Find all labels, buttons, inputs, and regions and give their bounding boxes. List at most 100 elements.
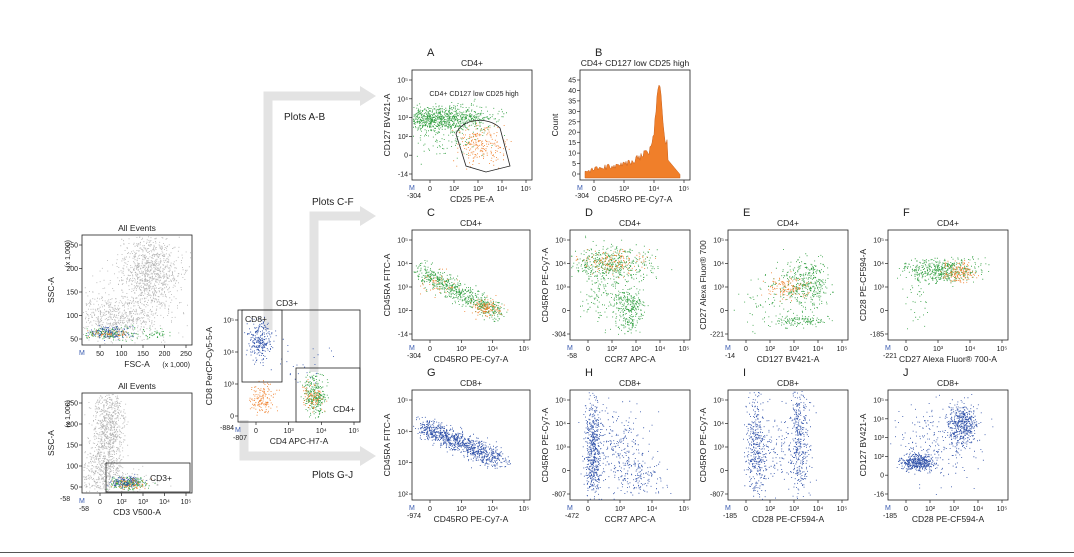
- event-dots: [83, 288, 172, 344]
- event-dots: [302, 379, 328, 413]
- event-dots: [413, 98, 507, 136]
- event-dots: [83, 465, 172, 493]
- y-axis-label: CD45RO PE-Cy7-A: [540, 407, 550, 482]
- y-tick-label: 10³: [556, 445, 567, 452]
- event-dots: [773, 249, 834, 320]
- event-dots: [942, 397, 982, 450]
- x-min-label: -221: [883, 353, 897, 360]
- x-tick-label: 0: [586, 506, 590, 513]
- x-tick-label: 10⁴: [647, 506, 658, 513]
- gate-cd127low-cd25high: [455, 120, 511, 173]
- y-tick-label: 10⁴: [555, 261, 566, 268]
- y-tick-label: 10²: [874, 454, 885, 461]
- x-tick-label: 10⁴: [813, 506, 824, 513]
- x-tick-label: 0: [744, 346, 748, 353]
- y-tick-label: 10³: [874, 435, 885, 442]
- y-tick-label: 10⁵: [713, 398, 724, 405]
- x-tick-label: 10⁴: [655, 346, 666, 353]
- y-axis-label: CD27 Alexa Fluor® 700: [698, 240, 708, 330]
- x-tick-label: 0: [428, 506, 432, 513]
- plot-title-A: CD4+: [461, 58, 483, 68]
- y-tick-label: 10³: [398, 460, 409, 467]
- x-tick-label: 200: [159, 351, 171, 358]
- x-min-label: -304: [407, 353, 421, 360]
- y-tick-label: 5: [572, 161, 576, 168]
- y-tick-label: 150: [66, 290, 78, 297]
- x-axis-label: CD127 BV421-A: [757, 354, 820, 364]
- x-tick-label: 10²: [607, 346, 618, 353]
- event-dots: [571, 239, 673, 291]
- event-dots: [249, 380, 280, 416]
- y-tick-label: 10³: [874, 285, 885, 292]
- x-tick-label: 10⁴: [813, 346, 824, 353]
- x-min-label: -58: [567, 353, 577, 360]
- y-tick-label: 10³: [224, 382, 235, 389]
- plot-frame-G: [411, 389, 531, 501]
- x-tick-label: 10⁴: [649, 186, 660, 193]
- y-axis-label: CD127 BV421-A: [858, 413, 868, 476]
- x-tick-label: 10³: [615, 506, 626, 513]
- event-dots: [420, 268, 460, 298]
- y-tick-label: 10²: [398, 308, 409, 315]
- event-dots: [413, 416, 511, 469]
- x-tick-label: 10²: [449, 186, 460, 193]
- x-axis-label: CCR7 APC-A: [604, 354, 655, 364]
- x-tick-label: 0: [98, 499, 102, 506]
- y-tick-label: 0: [404, 153, 408, 160]
- plot-corner-marker: M: [577, 185, 583, 192]
- y-tick-label: 10⁵: [397, 238, 408, 245]
- x-axis-label: CD3 V500-A: [113, 507, 161, 517]
- panel-letter-H: H: [585, 367, 593, 379]
- event-dots: [733, 261, 814, 334]
- y-tick-label: 0: [880, 308, 884, 315]
- plot-frame-A: [411, 69, 533, 181]
- plot-frame-H: [569, 389, 691, 501]
- x-min-label: -472: [565, 513, 579, 520]
- histogram-bars: [584, 84, 681, 179]
- y-tick-label: 10⁵: [873, 398, 884, 405]
- x-min-label: -807: [233, 435, 247, 442]
- plot-corner-marker: M: [567, 505, 573, 512]
- x-axis-label: CD45RO PE-Cy7-A: [434, 514, 509, 524]
- plot-corner-marker: M: [885, 345, 891, 352]
- flow-label-cf: Plots C-F: [312, 197, 354, 208]
- event-dots: [785, 391, 817, 499]
- y-tick-label: -304: [552, 332, 566, 339]
- x-tick-label: 10³: [949, 506, 960, 513]
- y-tick-label: 10⁴: [397, 96, 408, 103]
- x-tick-label: 10⁵: [837, 346, 848, 353]
- plot-title-p2: All Events: [118, 381, 156, 391]
- y-tick-label: 10³: [714, 285, 725, 292]
- event-dots: [452, 120, 512, 170]
- y-tick-label: 150: [66, 443, 78, 450]
- y-tick-label: 10⁴: [397, 261, 408, 268]
- plot-corner-marker: M: [79, 498, 85, 505]
- x-min-label: -14: [725, 353, 735, 360]
- x-tick-label: 0: [254, 428, 258, 435]
- y-tick-label: 0: [720, 468, 724, 475]
- event-dots: [606, 279, 649, 335]
- x-min-label: -304: [575, 193, 589, 200]
- y-tick-label: -807: [710, 492, 724, 499]
- plot-frame-I: [727, 389, 849, 501]
- panel-letter-J: J: [903, 367, 909, 379]
- y-tick-label: -185: [870, 332, 884, 339]
- x-axis-label: CD45RO PE-Cy7-A: [434, 354, 509, 364]
- y-tick-label: 10⁵: [555, 398, 566, 405]
- y-tick-label: -16: [874, 492, 884, 499]
- x-tick-label: 0: [904, 506, 908, 513]
- plot-corner-marker: M: [567, 345, 573, 352]
- gate-label-cd4: CD4+: [333, 404, 355, 414]
- x-tick-label: 10⁵: [349, 428, 360, 435]
- panel-letter-F: F: [903, 207, 910, 219]
- x-tick-label: 10³: [473, 186, 484, 193]
- y-tick-label: 10⁴: [223, 350, 234, 357]
- y-tick-label: 10⁴: [713, 261, 724, 268]
- event-dots: [413, 260, 508, 322]
- x-scale-note: (x 1,000): [162, 362, 190, 369]
- panel-letter-G: G: [427, 367, 436, 379]
- plot-frame-D: [569, 229, 691, 341]
- y-axis-label: CD45RO PE-Cy7-A: [540, 247, 550, 322]
- event-dots: [84, 394, 132, 490]
- y-axis-label: CD45RA FITC-A: [382, 413, 392, 476]
